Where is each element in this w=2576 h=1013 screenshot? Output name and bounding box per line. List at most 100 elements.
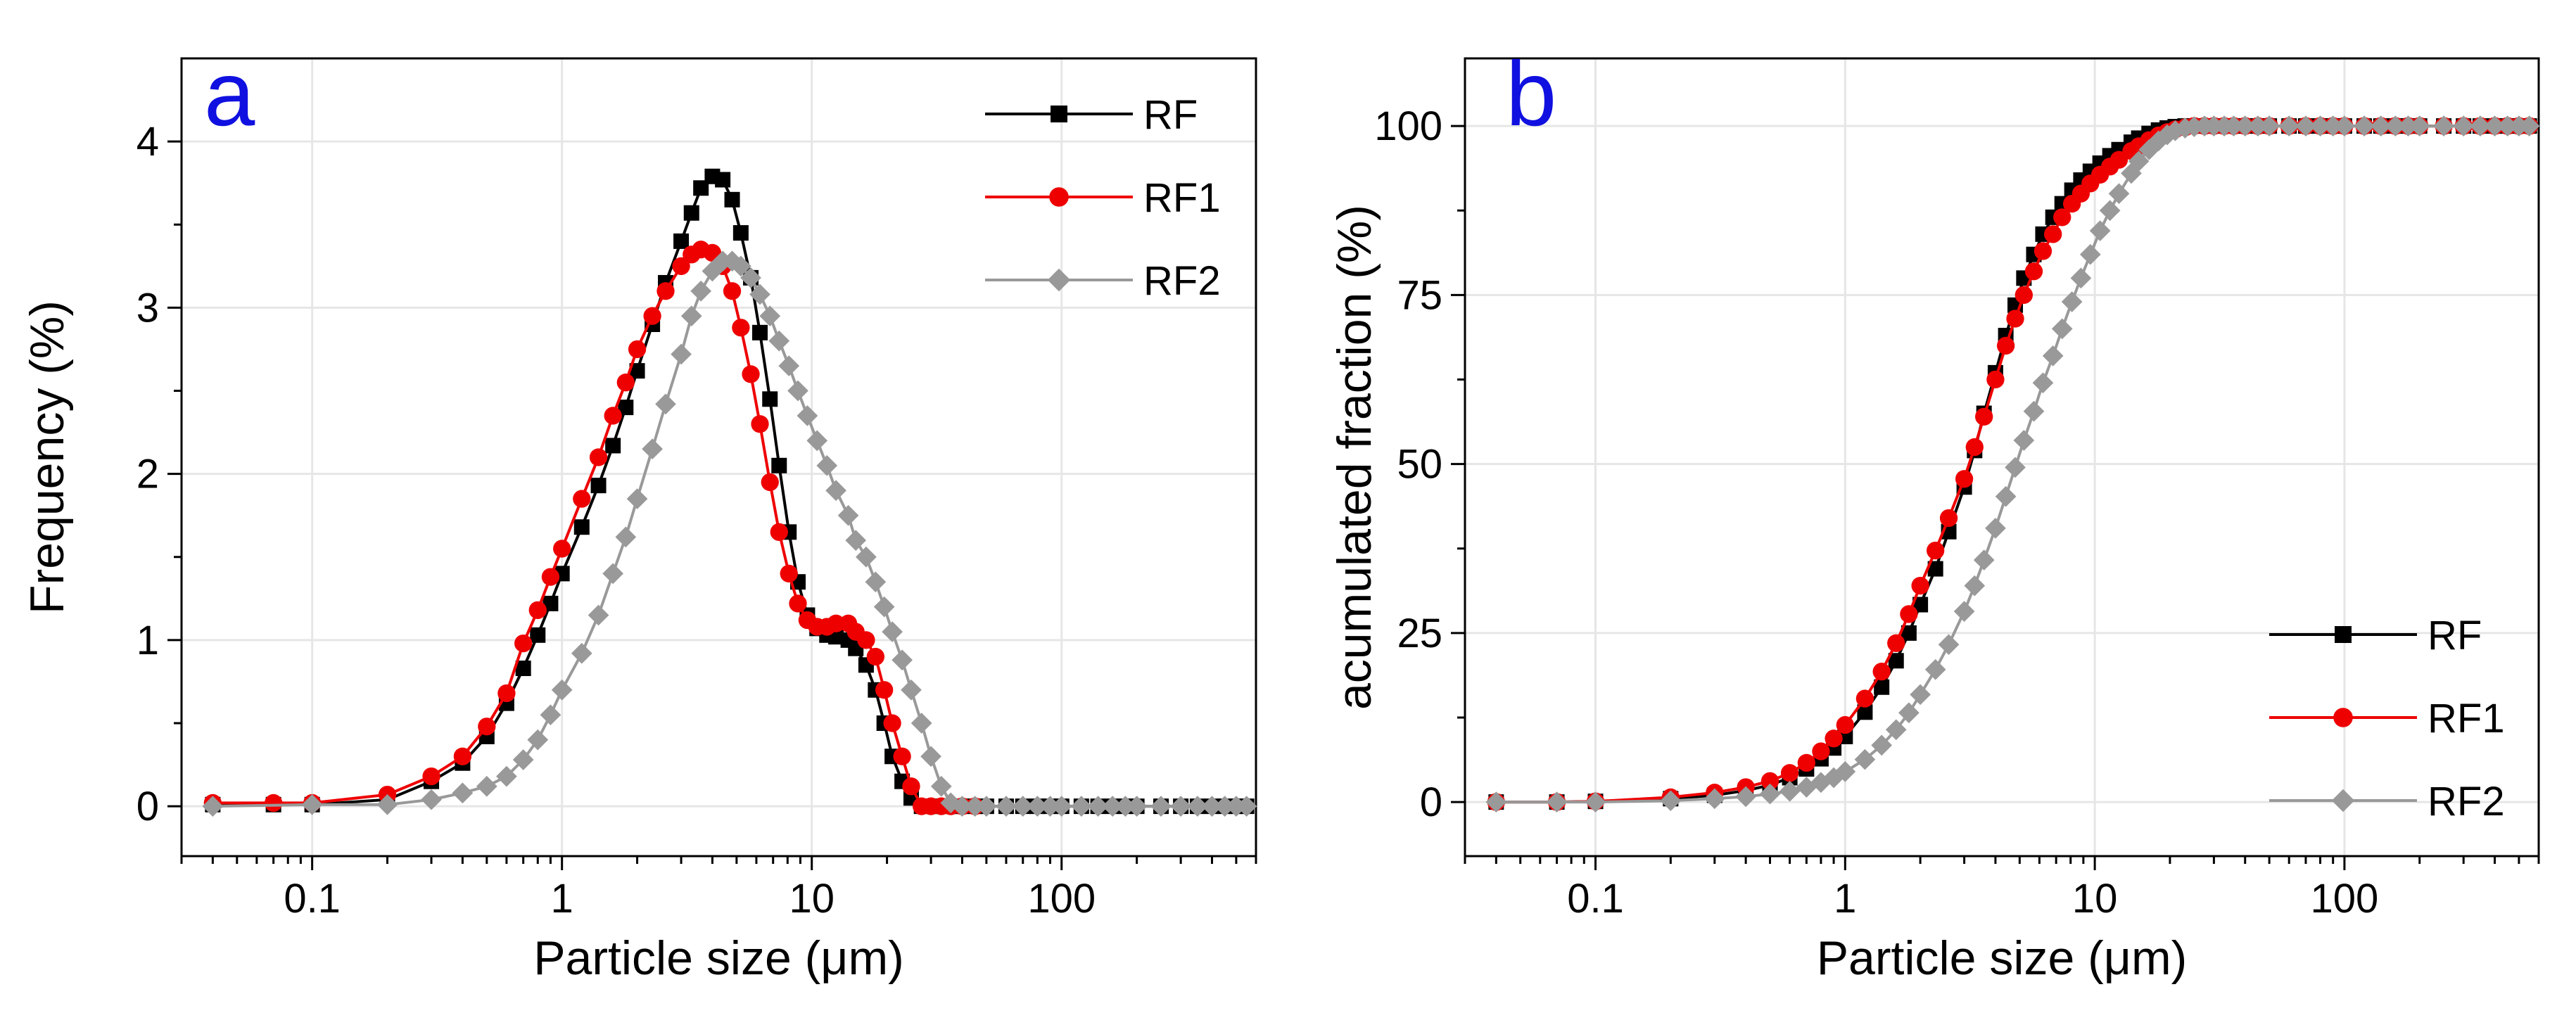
data-point xyxy=(2006,310,2024,328)
series-rf2 xyxy=(1485,115,2540,813)
x-tick-label: 10 xyxy=(2072,876,2118,922)
data-point xyxy=(762,391,778,407)
data-point xyxy=(1759,783,1781,805)
data-point xyxy=(476,775,497,797)
data-point xyxy=(2032,372,2054,394)
x-tick-label: 0.1 xyxy=(1567,876,1624,922)
data-point xyxy=(2470,115,2491,136)
y-tick-label: 75 xyxy=(1397,272,1442,318)
y-tick-label: 25 xyxy=(1397,611,1442,656)
data-point xyxy=(643,307,661,325)
y-tick-label: 0 xyxy=(137,784,159,829)
x-tick-label: 1 xyxy=(551,876,573,922)
data-point xyxy=(616,374,635,392)
data-point xyxy=(866,647,884,666)
x-tick-label: 0.1 xyxy=(284,876,341,922)
data-point xyxy=(2108,183,2130,205)
data-point xyxy=(1102,796,1124,817)
data-point xyxy=(1996,336,2015,355)
data-point xyxy=(673,233,690,249)
y-tick-label: 100 xyxy=(1374,103,1442,149)
data-point xyxy=(2370,115,2392,136)
data-point xyxy=(837,504,859,526)
data-point xyxy=(1760,772,1779,790)
data-point xyxy=(1887,634,1905,652)
data-point xyxy=(2042,345,2064,367)
data-point xyxy=(683,205,699,221)
data-point xyxy=(1236,796,1257,817)
data-point xyxy=(543,595,559,611)
legend-label: RF2 xyxy=(1143,258,1221,304)
legend-label: RF xyxy=(1143,92,1198,138)
data-point xyxy=(845,530,867,551)
x-axis-title: Particle size (μm) xyxy=(533,931,904,985)
data-point xyxy=(856,546,877,568)
data-point xyxy=(778,355,800,376)
data-point xyxy=(551,679,573,701)
data-point xyxy=(202,796,224,817)
data-point xyxy=(780,564,798,583)
data-point xyxy=(1874,679,1890,695)
data-point xyxy=(2121,163,2142,184)
data-point xyxy=(693,180,709,196)
legend-label: RF xyxy=(2428,613,2482,658)
data-point xyxy=(680,305,702,327)
data-point xyxy=(893,747,911,765)
data-point xyxy=(724,191,740,208)
data-point xyxy=(2015,286,2033,305)
data-point xyxy=(770,523,788,541)
data-point xyxy=(2354,115,2375,136)
data-point xyxy=(732,319,750,337)
data-point xyxy=(759,305,781,327)
plot-frame xyxy=(180,57,1257,858)
data-point xyxy=(1927,561,1943,577)
data-point xyxy=(1170,796,1191,817)
data-point xyxy=(496,765,517,787)
data-point xyxy=(1150,796,1172,817)
data-point xyxy=(930,775,952,797)
x-tick-label: 100 xyxy=(1027,876,1096,922)
data-point xyxy=(2079,243,2101,265)
data-point xyxy=(1986,370,2005,389)
data-point xyxy=(1051,796,1072,817)
data-point xyxy=(671,343,692,365)
data-point xyxy=(1115,796,1136,817)
data-point xyxy=(629,363,645,379)
data-point xyxy=(1911,576,1929,595)
data-point xyxy=(605,438,621,454)
data-point xyxy=(453,747,472,765)
data-point xyxy=(740,267,761,288)
y-tick-label: 2 xyxy=(137,452,159,497)
legend-label: RF2 xyxy=(2428,779,2505,824)
data-point xyxy=(2089,220,2111,241)
data-point xyxy=(768,330,790,352)
data-point xyxy=(787,380,808,402)
data-point xyxy=(1900,605,1918,623)
data-point xyxy=(2044,225,2062,243)
data-point xyxy=(996,796,1017,817)
data-point xyxy=(1012,796,1034,817)
data-point xyxy=(2496,115,2518,136)
legend-label: RF1 xyxy=(2428,696,2505,741)
data-point xyxy=(2234,115,2256,136)
legend-item: RF xyxy=(2269,613,2482,658)
legend-item: RF2 xyxy=(985,258,1221,304)
data-point xyxy=(1888,653,1904,669)
data-point xyxy=(751,415,769,433)
data-point xyxy=(865,571,887,593)
data-point xyxy=(1871,734,1893,756)
y-axis: 0 1 2 3 4 xyxy=(137,119,182,829)
plot-frame xyxy=(1464,57,2540,858)
data-point xyxy=(742,365,760,383)
data-point xyxy=(1546,791,1568,813)
data-point xyxy=(626,488,648,509)
data-point xyxy=(656,282,675,300)
data-point xyxy=(588,604,609,626)
legend-marker xyxy=(1051,106,1067,122)
data-point xyxy=(789,594,807,613)
data-point xyxy=(1126,796,1148,817)
data-point xyxy=(628,340,647,359)
data-point xyxy=(1985,518,2006,539)
data-point xyxy=(883,714,901,732)
